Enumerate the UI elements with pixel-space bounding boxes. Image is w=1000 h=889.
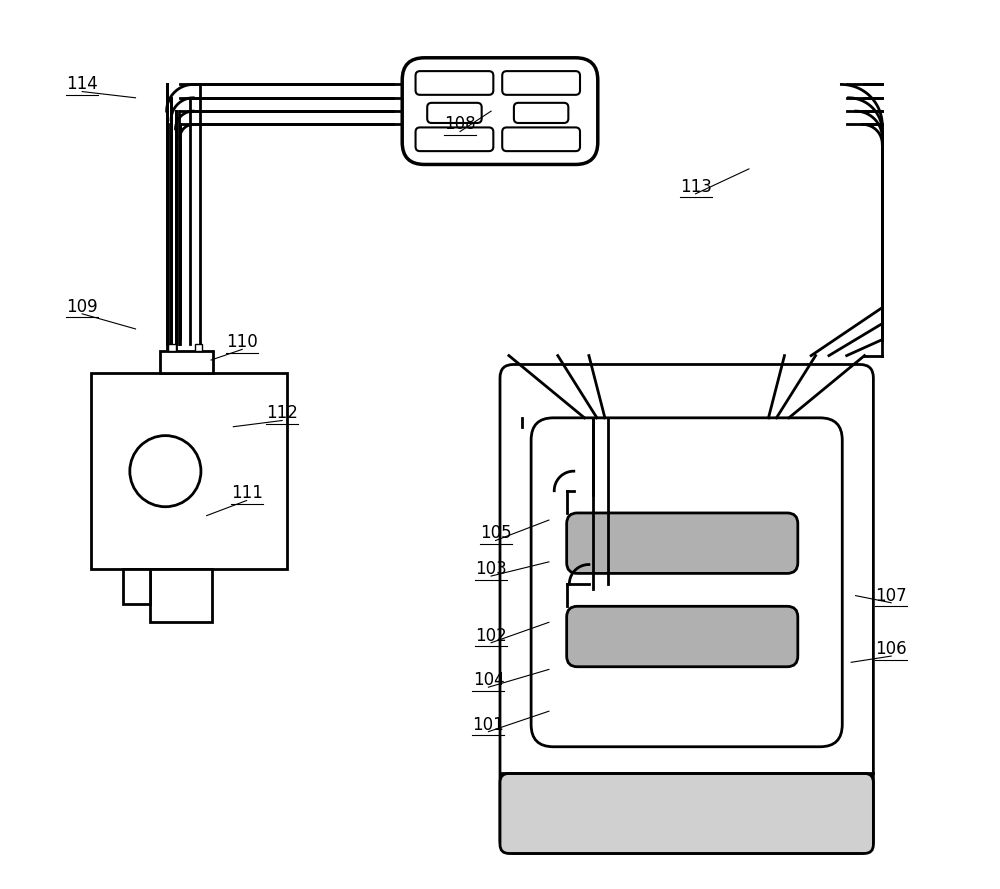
Circle shape: [130, 436, 201, 507]
Text: 104: 104: [473, 671, 504, 689]
Text: 113: 113: [680, 178, 712, 196]
Text: 103: 103: [475, 560, 507, 578]
Bar: [91, 373, 287, 569]
FancyBboxPatch shape: [416, 71, 493, 95]
FancyBboxPatch shape: [500, 364, 873, 853]
Text: 105: 105: [480, 525, 511, 542]
Text: 102: 102: [475, 627, 507, 645]
Text: 114: 114: [66, 76, 98, 93]
Text: 111: 111: [231, 485, 263, 502]
FancyBboxPatch shape: [416, 127, 493, 151]
FancyBboxPatch shape: [402, 58, 598, 164]
FancyBboxPatch shape: [500, 773, 873, 853]
FancyBboxPatch shape: [567, 513, 798, 573]
Bar: [195, 344, 202, 351]
FancyBboxPatch shape: [567, 606, 798, 667]
Bar: [160, 351, 213, 373]
Bar: [123, 569, 150, 604]
Text: 110: 110: [226, 333, 258, 351]
Text: 107: 107: [875, 587, 907, 605]
Bar: [168, 344, 176, 351]
Text: 106: 106: [875, 640, 907, 658]
Bar: [150, 569, 212, 622]
FancyBboxPatch shape: [502, 71, 580, 95]
FancyBboxPatch shape: [514, 103, 568, 123]
Text: 101: 101: [473, 716, 504, 733]
Text: 109: 109: [66, 298, 98, 316]
Text: 112: 112: [266, 404, 298, 422]
Text: 108: 108: [444, 116, 476, 133]
FancyBboxPatch shape: [531, 418, 842, 747]
FancyBboxPatch shape: [427, 103, 482, 123]
FancyBboxPatch shape: [502, 127, 580, 151]
